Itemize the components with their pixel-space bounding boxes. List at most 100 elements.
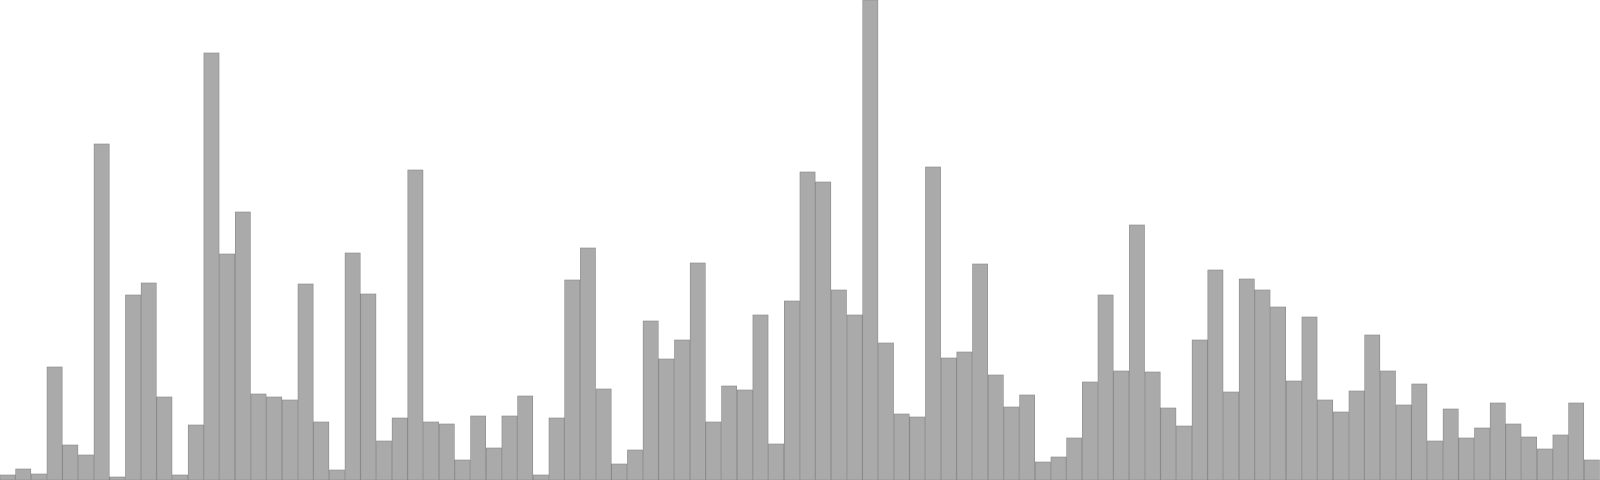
bar-48	[736, 389, 753, 480]
bar-77	[1191, 339, 1208, 480]
bar-30	[454, 459, 471, 480]
bar-51	[784, 300, 800, 480]
bar-89	[1380, 370, 1396, 480]
bar-8	[109, 476, 126, 480]
bar-61	[940, 357, 957, 480]
bar-80	[1238, 278, 1255, 480]
bar-86	[1333, 411, 1349, 480]
bar-82	[1270, 306, 1286, 480]
bar-38	[580, 247, 596, 480]
bar-5	[62, 444, 79, 480]
bar-3	[31, 473, 47, 480]
bar-58	[893, 413, 910, 480]
bar-47	[721, 385, 737, 480]
bar-78	[1207, 269, 1224, 480]
bar-7	[93, 143, 110, 480]
bar-28	[423, 421, 439, 480]
bar-65	[1003, 406, 1020, 480]
bar-99	[1536, 448, 1553, 480]
bar-39	[595, 388, 612, 480]
bar-41	[627, 449, 643, 480]
bar-22	[329, 469, 345, 480]
bar-76	[1176, 425, 1192, 480]
bar-49	[752, 314, 769, 480]
bar-10	[140, 282, 157, 480]
bar-1	[0, 474, 16, 480]
bar-85	[1317, 399, 1334, 480]
bar-2	[15, 468, 32, 480]
bar-62	[956, 351, 973, 480]
bar-36	[548, 417, 565, 480]
bar-18	[266, 396, 283, 480]
bar-31	[470, 415, 486, 480]
bar-95	[1474, 427, 1490, 480]
bar-63	[972, 263, 988, 480]
bar-72	[1113, 370, 1130, 480]
bar-44	[674, 339, 690, 480]
bar-83	[1285, 380, 1302, 480]
bar-91	[1411, 383, 1428, 480]
bar-25	[376, 440, 392, 480]
bar-68	[1050, 456, 1067, 480]
bar-40	[611, 463, 628, 480]
bar-9	[125, 294, 141, 480]
bar-64	[987, 374, 1004, 480]
bar-23	[344, 252, 361, 480]
bar-75	[1160, 407, 1177, 480]
bar-16	[234, 211, 251, 480]
bar-81	[1254, 289, 1271, 480]
bar-26	[391, 417, 408, 480]
bar-100	[1552, 434, 1569, 480]
bar-73	[1129, 224, 1145, 480]
bar-21	[313, 421, 330, 480]
bar-6	[78, 454, 94, 480]
bar-45	[689, 262, 706, 480]
bar-69	[1066, 437, 1083, 480]
bar-24	[360, 293, 377, 480]
bar-88	[1364, 334, 1381, 480]
bar-101	[1568, 402, 1585, 480]
bar-87	[1348, 390, 1365, 480]
bar-84	[1301, 316, 1318, 480]
bar-42	[642, 320, 659, 480]
bar-19	[282, 399, 298, 480]
bar-56	[862, 0, 879, 480]
bar-34	[517, 395, 534, 480]
bar-96	[1489, 402, 1506, 480]
bar-67	[1034, 461, 1051, 480]
bar-93	[1442, 408, 1459, 480]
bar-35	[533, 474, 549, 480]
bar-54	[831, 289, 847, 480]
bar-32	[485, 447, 502, 480]
bar-11	[156, 396, 173, 480]
bar-102	[1584, 459, 1600, 480]
bar-52	[799, 171, 816, 480]
bar-60	[925, 166, 941, 480]
bar-15	[219, 253, 236, 480]
bar-13	[187, 424, 204, 480]
bar-14	[203, 52, 220, 480]
bar-70	[1082, 381, 1098, 480]
bar-20	[297, 283, 314, 480]
bar-4	[46, 366, 63, 480]
bar-17	[250, 393, 267, 480]
bar-53	[815, 181, 832, 480]
bar-90	[1395, 404, 1412, 480]
bar-33	[501, 415, 518, 480]
bar-74	[1144, 371, 1161, 480]
bar-66	[1019, 394, 1035, 480]
bar-27	[407, 169, 424, 480]
bar-57	[878, 342, 894, 480]
bar-94	[1458, 437, 1475, 480]
bar-12	[172, 474, 188, 480]
bar-59	[909, 416, 926, 480]
bar-97	[1505, 423, 1522, 480]
bar-79	[1223, 391, 1239, 480]
bar-43	[658, 358, 675, 480]
bar-55	[846, 314, 863, 480]
bar-46	[705, 421, 722, 480]
bar-71	[1097, 294, 1114, 480]
bar-92	[1427, 440, 1443, 480]
